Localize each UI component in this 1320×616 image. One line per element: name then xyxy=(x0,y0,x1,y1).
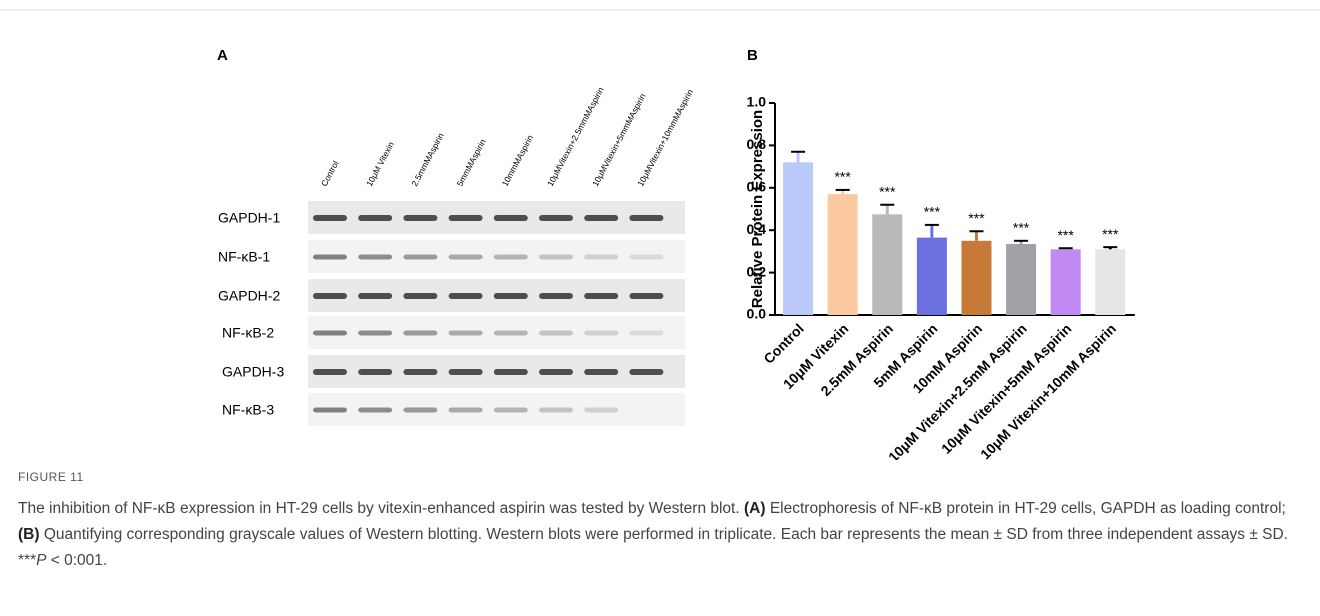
lane-label: 5mmMAspirin xyxy=(455,137,488,188)
bar xyxy=(828,194,858,315)
blot-band xyxy=(358,293,392,299)
blot-band xyxy=(629,255,663,260)
lane-label: 10μM Vitexin xyxy=(364,140,396,188)
blot-band xyxy=(313,255,347,260)
blot-band xyxy=(494,255,528,260)
panel-label: A xyxy=(217,47,228,64)
blot-band xyxy=(358,369,392,375)
significance-label: *** xyxy=(968,210,985,226)
blot-band xyxy=(584,408,618,413)
blot-band xyxy=(358,255,392,260)
caption: The inhibition of NF-κB expression in HT… xyxy=(18,496,1308,574)
caption-part: The inhibition of NF-κB expression in HT… xyxy=(18,500,744,517)
blot-band xyxy=(313,369,347,375)
blot-band xyxy=(449,215,483,221)
lane-label: 2.5mmMAspirin xyxy=(409,131,446,188)
blot-band xyxy=(313,293,347,299)
blot-band xyxy=(584,215,618,221)
caption-part: P xyxy=(36,552,46,569)
lane-label: Control xyxy=(319,159,341,188)
blot-band xyxy=(539,369,573,375)
figure-label: FIGURE 11 xyxy=(18,470,84,484)
blot-band xyxy=(403,369,437,375)
y-tick-label: 1.0 xyxy=(747,94,767,110)
row-label: NF-κB-2 xyxy=(222,325,274,341)
blot-band xyxy=(584,369,618,375)
blot-band xyxy=(584,255,618,260)
caption-part: Electrophoresis of NF-κB protein in HT-2… xyxy=(766,500,1286,517)
blot-band xyxy=(629,293,663,299)
row-label: NF-κB-3 xyxy=(222,402,274,418)
bar xyxy=(1051,249,1081,315)
caption-part: (B) xyxy=(18,526,40,543)
significance-label: *** xyxy=(1057,227,1074,243)
blot-band xyxy=(403,331,437,336)
row-label: GAPDH-2 xyxy=(218,288,280,304)
y-tick-label: 0.8 xyxy=(747,136,767,152)
significance-label: *** xyxy=(924,204,941,220)
y-tick-label: 0.4 xyxy=(747,221,767,237)
significance-label: *** xyxy=(834,169,851,185)
blot-band xyxy=(449,331,483,336)
blot-band xyxy=(358,331,392,336)
row-label: NF-κB-1 xyxy=(218,249,270,265)
blot-band xyxy=(584,331,618,336)
row-label: GAPDH-1 xyxy=(218,210,280,226)
blot-band xyxy=(403,215,437,221)
row-label: GAPDH-3 xyxy=(222,364,284,380)
blot-band xyxy=(403,293,437,299)
bar xyxy=(783,162,813,315)
blot-band xyxy=(539,408,573,413)
blot-band xyxy=(539,255,573,260)
blot-band xyxy=(449,408,483,413)
blot-band xyxy=(494,293,528,299)
significance-label: *** xyxy=(1013,220,1030,236)
blot-band xyxy=(403,255,437,260)
blot-band xyxy=(313,331,347,336)
significance-label: *** xyxy=(1102,226,1119,242)
panel-label: B xyxy=(747,47,758,64)
blot-band xyxy=(539,293,573,299)
figure: A B Relative Protein Expression Control1… xyxy=(0,0,1320,616)
caption-part: < 0:001. xyxy=(46,552,107,569)
blot-band xyxy=(449,293,483,299)
blot-band xyxy=(494,408,528,413)
lane-label: 10mmMAspirin xyxy=(500,133,536,188)
bar xyxy=(961,241,991,315)
bar xyxy=(917,238,947,315)
blot-band xyxy=(539,215,573,221)
y-tick-label: 0.0 xyxy=(747,306,767,322)
blot-band xyxy=(629,331,663,336)
blot-band xyxy=(629,215,663,221)
y-tick-label: 0.2 xyxy=(747,263,767,279)
blot-band xyxy=(629,369,663,375)
y-tick-label: 0.6 xyxy=(747,179,767,195)
blot-band xyxy=(358,215,392,221)
lane-label: 10μMVitexin+5mmMAspirin xyxy=(590,91,648,188)
blot-band xyxy=(494,369,528,375)
significance-label: *** xyxy=(879,183,896,199)
bar xyxy=(1006,244,1036,315)
blot-band xyxy=(494,331,528,336)
bar xyxy=(872,214,902,315)
blot-band xyxy=(358,408,392,413)
blot-band xyxy=(494,215,528,221)
caption-part: Quantifying corresponding grayscale valu… xyxy=(18,526,1288,569)
caption-part: (A) xyxy=(744,500,766,517)
blot-band xyxy=(313,408,347,413)
blot-band xyxy=(539,331,573,336)
blot-band xyxy=(584,293,618,299)
blot-band xyxy=(403,408,437,413)
blot-band xyxy=(449,369,483,375)
blot-band xyxy=(449,255,483,260)
bar xyxy=(1095,249,1125,315)
blot-band xyxy=(313,215,347,221)
